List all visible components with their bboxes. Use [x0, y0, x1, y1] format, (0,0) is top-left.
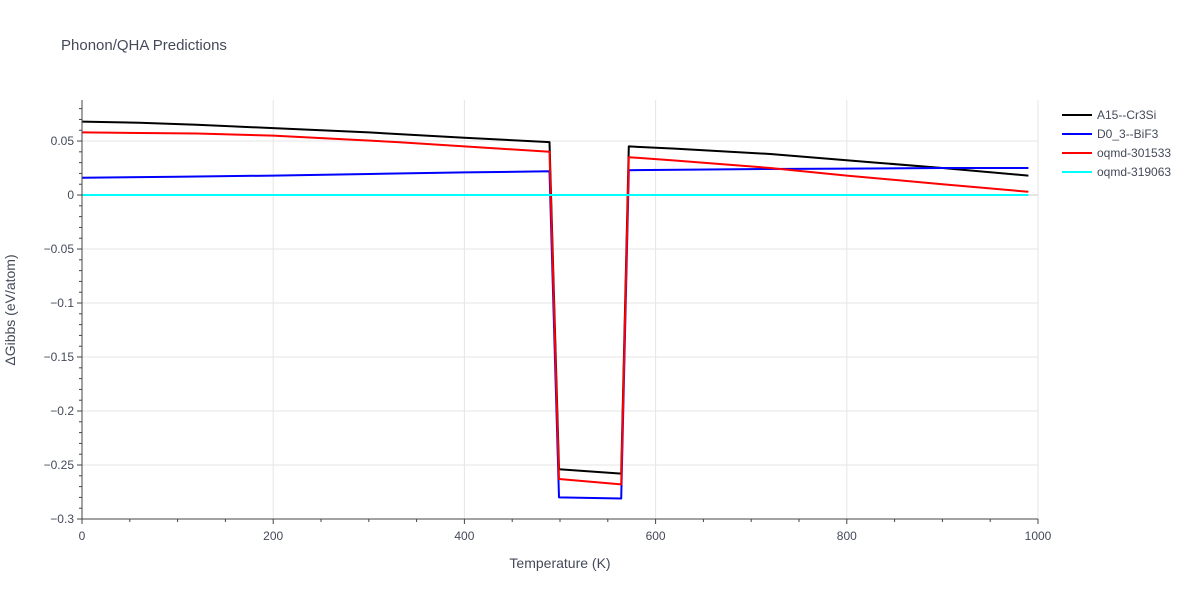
- legend[interactable]: A15--Cr3Si D0_3--BiF3 oqmd-301533 oqmd-3190…: [1062, 108, 1171, 179]
- x-tick-label: 800: [837, 529, 857, 543]
- x-tick-label: 1000: [1025, 529, 1052, 543]
- y-tick-label: −0.25: [44, 458, 75, 472]
- grid-lines: [82, 100, 1039, 520]
- x-tick-labels: 0 200 400 600 800 1000: [79, 529, 1052, 543]
- legend-item[interactable]: oqmd-319063: [1062, 165, 1171, 179]
- y-tick-label: −0.2: [50, 404, 74, 418]
- y-tick-label: −0.05: [44, 242, 75, 256]
- axes: [77, 100, 1039, 524]
- y-tick-label: 0: [67, 188, 74, 202]
- y-tick-labels: 0.05 0 −0.05 −0.1 −0.15 −0.2 −0.25 −0.3: [44, 134, 75, 526]
- series-line: [81, 120, 1029, 475]
- chart-title: Phonon/QHA Predictions: [61, 37, 227, 54]
- legend-item[interactable]: A15--Cr3Si: [1062, 108, 1156, 122]
- x-tick-label: 200: [263, 529, 283, 543]
- legend-label: oqmd-301533: [1097, 146, 1171, 160]
- legend-item[interactable]: D0_3--BiF3: [1062, 127, 1159, 141]
- x-tick-label: 0: [79, 529, 86, 543]
- legend-item[interactable]: oqmd-301533: [1062, 146, 1171, 160]
- y-axis-label: ΔGibbs (eV/atom): [2, 254, 18, 365]
- x-axis-label: Temperature (K): [509, 555, 610, 571]
- x-tick-label: 400: [454, 529, 474, 543]
- y-tick-label: −0.3: [50, 512, 74, 526]
- y-tick-label: 0.05: [51, 134, 75, 148]
- y-tick-label: −0.15: [44, 350, 75, 364]
- series-line: [81, 131, 1029, 486]
- series-line: [81, 167, 1029, 500]
- x-tick-label: 600: [646, 529, 666, 543]
- legend-label: oqmd-319063: [1097, 165, 1171, 179]
- series-lines: [81, 120, 1029, 500]
- legend-label: A15--Cr3Si: [1097, 108, 1156, 122]
- legend-label: D0_3--BiF3: [1097, 127, 1159, 141]
- y-tick-label: −0.1: [50, 296, 74, 310]
